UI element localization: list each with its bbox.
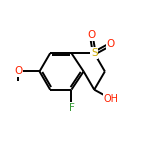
Text: F: F	[69, 103, 74, 113]
Text: OH: OH	[104, 94, 118, 104]
Text: O: O	[14, 66, 22, 76]
Text: S: S	[91, 48, 98, 58]
Text: O: O	[107, 39, 115, 49]
Text: O: O	[87, 30, 95, 40]
